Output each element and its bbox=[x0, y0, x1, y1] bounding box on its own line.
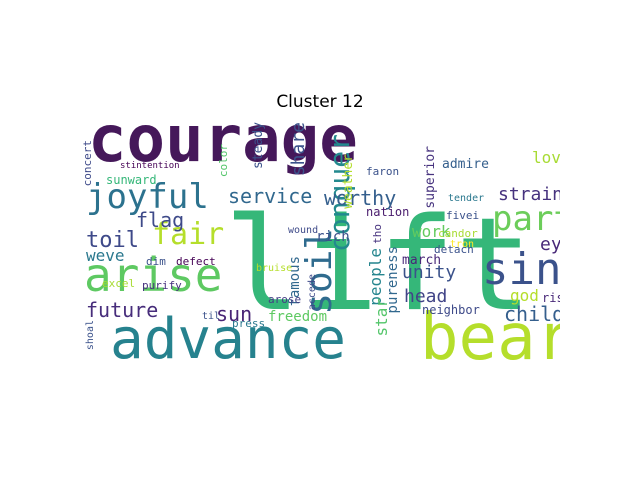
word: work bbox=[412, 222, 451, 241]
word: dim bbox=[146, 255, 166, 268]
word-cloud: courage lift advance bear arise sing joy… bbox=[80, 116, 560, 366]
word: weve bbox=[86, 246, 125, 265]
word: star bbox=[372, 298, 391, 337]
word: joyful bbox=[86, 177, 209, 217]
word: color bbox=[217, 144, 230, 178]
word: flag bbox=[136, 208, 185, 232]
word: faron bbox=[366, 165, 400, 178]
word: tho bbox=[371, 224, 384, 244]
word: service bbox=[228, 184, 313, 208]
word: accede bbox=[307, 274, 318, 311]
word: superior bbox=[423, 146, 438, 209]
word: sunward bbox=[106, 173, 157, 187]
word: excel bbox=[102, 277, 136, 290]
word: child bbox=[504, 302, 560, 326]
word: advance bbox=[110, 307, 347, 367]
word: toil bbox=[86, 228, 139, 253]
word: steady bbox=[251, 122, 266, 169]
word: stintention bbox=[120, 161, 180, 171]
word: nation bbox=[366, 205, 410, 219]
word: courage bbox=[88, 116, 358, 177]
word: lift bbox=[224, 191, 533, 340]
word: til bbox=[202, 311, 221, 322]
word: god bbox=[510, 286, 539, 305]
word: part bbox=[492, 199, 560, 239]
word: admire bbox=[442, 157, 489, 172]
word: wound bbox=[288, 225, 319, 236]
word: march bbox=[402, 253, 442, 268]
word: head bbox=[404, 286, 448, 307]
word: freedom bbox=[268, 309, 328, 325]
word: share bbox=[288, 122, 309, 177]
word: arise bbox=[84, 248, 223, 302]
word: love bbox=[532, 148, 560, 167]
word: rich bbox=[316, 229, 350, 245]
word: shoal bbox=[85, 320, 96, 351]
word: press bbox=[232, 317, 266, 330]
word: fivei bbox=[446, 209, 480, 222]
word: worthy bbox=[324, 186, 397, 210]
chart-title: Cluster 12 bbox=[276, 92, 364, 112]
word: future bbox=[86, 298, 159, 322]
word: tender bbox=[448, 193, 485, 204]
word: unity bbox=[402, 262, 457, 283]
word: strain bbox=[498, 184, 560, 205]
word: candor bbox=[438, 227, 478, 240]
word: tron bbox=[450, 239, 475, 250]
word: defect bbox=[176, 255, 216, 268]
word: sing bbox=[482, 244, 560, 295]
word: detach bbox=[434, 243, 474, 256]
word: sun bbox=[216, 302, 253, 326]
word: arose bbox=[268, 293, 302, 306]
word: bear bbox=[420, 301, 560, 366]
word: fair bbox=[152, 217, 225, 252]
word: concert bbox=[81, 140, 94, 187]
word: weather bbox=[341, 154, 356, 209]
word: eye bbox=[540, 234, 560, 255]
word: bruise bbox=[256, 263, 293, 274]
word: purify bbox=[142, 279, 182, 292]
word: rise bbox=[542, 291, 560, 305]
word: neighbor bbox=[422, 303, 480, 317]
